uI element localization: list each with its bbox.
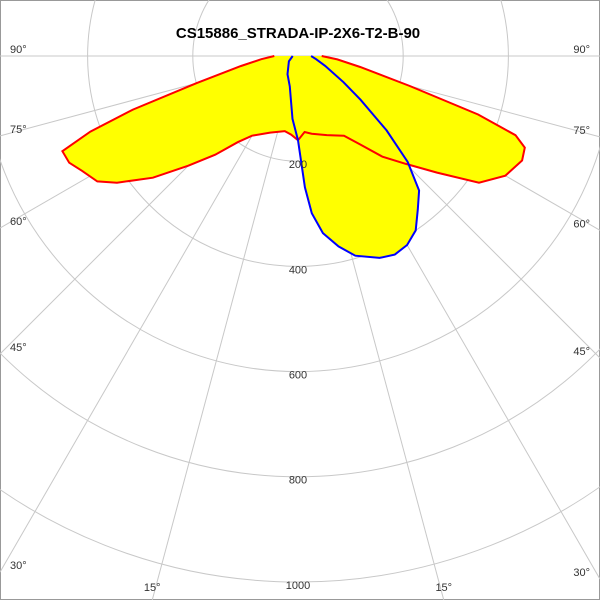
theta-tick-label: 60° — [10, 216, 27, 228]
theta-tick-label: 90° — [10, 44, 27, 56]
theta-tick-label: 45° — [10, 342, 27, 354]
theta-tick-label: 30° — [10, 560, 27, 572]
theta-tick-label: 45° — [573, 346, 590, 358]
r-tick-label: 600 — [289, 370, 307, 382]
curve-line — [286, 55, 421, 259]
theta-tick-label: 75° — [10, 124, 27, 136]
r-tick-label: 200 — [289, 159, 307, 171]
curves — [61, 55, 526, 259]
chart-title: CS15886_STRADA-IP-2X6-T2-B-90 — [176, 25, 420, 42]
grid-circle — [0, 145, 600, 373]
labels: 200 400 600 800 1000 90° 75° 60° 45° 30° 15° 15° 30°… — [10, 44, 590, 594]
grid-line — [151, 55, 299, 600]
curve-fill — [287, 56, 420, 258]
r-tick-label: 1000 — [286, 580, 310, 592]
r-tick-label: 400 — [289, 264, 307, 276]
theta-tick-label: 15° — [144, 582, 161, 594]
theta-tick-label: 90° — [573, 44, 590, 56]
theta-tick-label: 15° — [435, 582, 452, 594]
grid-line — [0, 55, 299, 573]
grid-circle — [0, 486, 600, 583]
curve-line — [61, 55, 526, 184]
theta-tick-label: 30° — [573, 567, 590, 579]
theta-tick-label: 60° — [573, 218, 590, 230]
theta-tick-label: 75° — [573, 125, 590, 137]
r-tick-label: 800 — [289, 475, 307, 487]
grid-circle — [0, 348, 600, 478]
